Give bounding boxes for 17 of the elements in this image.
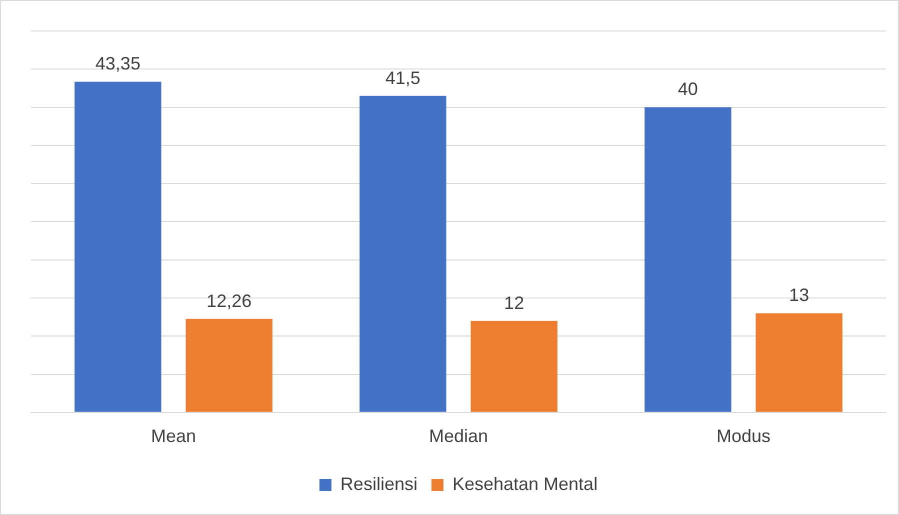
data-label: 12 bbox=[504, 292, 524, 313]
bar bbox=[470, 320, 558, 412]
bar bbox=[644, 107, 732, 412]
bar bbox=[186, 318, 272, 412]
legend-label: Resiliensi bbox=[340, 474, 418, 494]
data-label: 13 bbox=[789, 285, 810, 306]
data-label: 43,35 bbox=[95, 54, 140, 74]
bar bbox=[360, 96, 446, 412]
data-label: 12,26 bbox=[206, 290, 252, 311]
data-label: 41,5 bbox=[385, 68, 420, 88]
legend-label: Kesehatan Mental bbox=[452, 474, 598, 494]
data-label: 40 bbox=[678, 79, 698, 100]
x-tick-label: Median bbox=[428, 426, 488, 446]
bar bbox=[756, 313, 842, 412]
bar bbox=[74, 82, 162, 412]
x-tick-label: Modus bbox=[716, 426, 771, 446]
x-tick-label: Mean bbox=[150, 426, 196, 446]
